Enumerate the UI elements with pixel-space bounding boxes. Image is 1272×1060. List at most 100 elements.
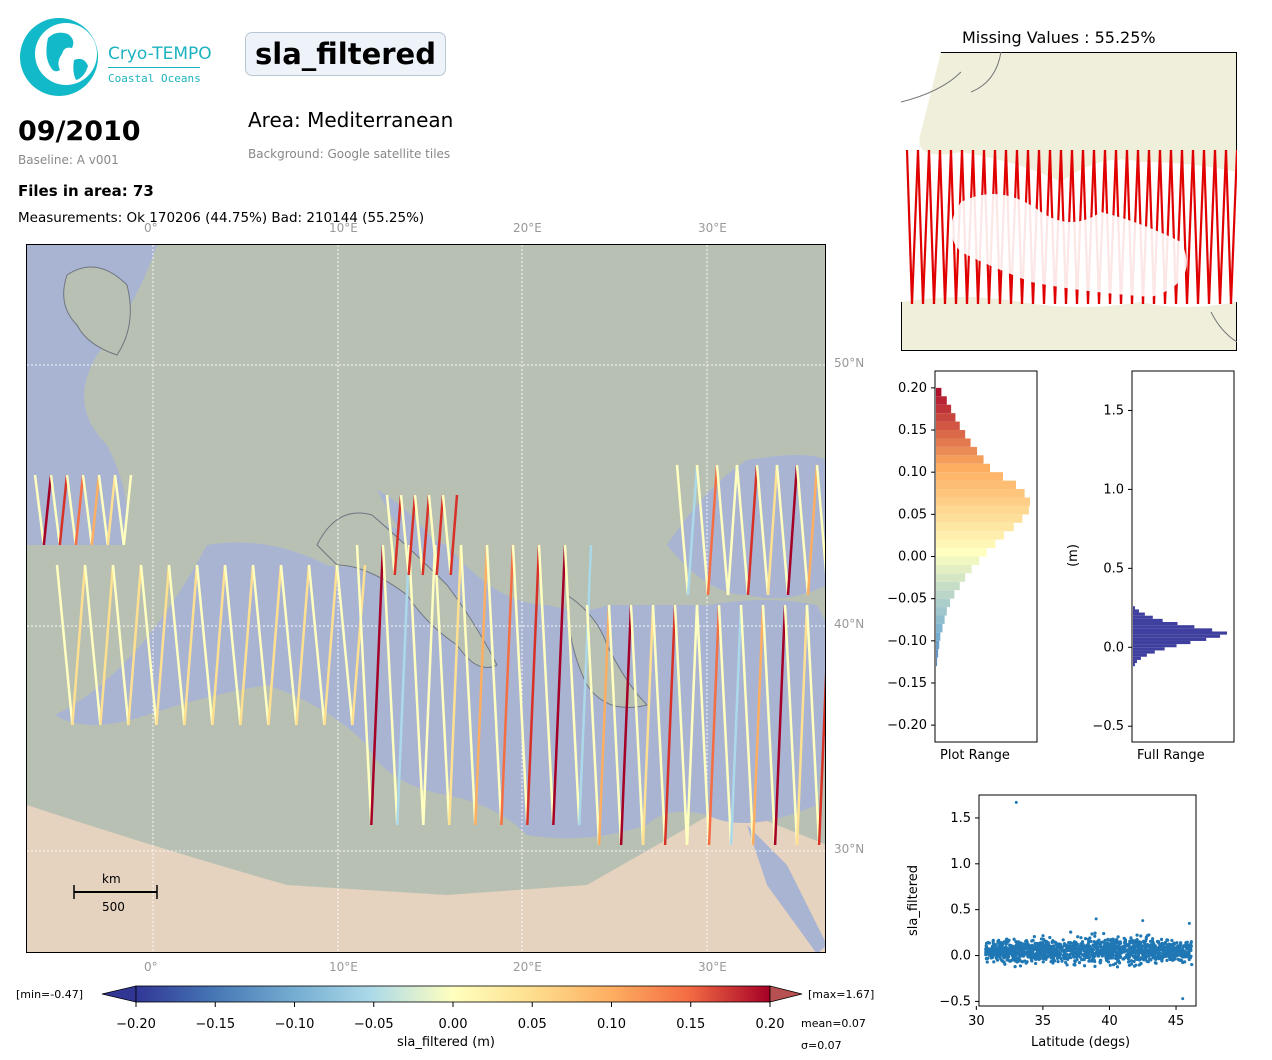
scatter-point	[1175, 951, 1179, 956]
sat-track	[715, 464, 730, 596]
hist-ytick-label: 0.0	[1103, 640, 1124, 655]
scatter-point	[1014, 943, 1018, 947]
scatter-point	[1025, 943, 1030, 947]
scatter-point	[1111, 956, 1115, 960]
map-sea-atlantic	[27, 245, 157, 545]
scatter-point	[997, 938, 1001, 943]
scatter-point	[989, 951, 994, 955]
scatter-point	[1087, 939, 1091, 943]
map-sea-mediterranean	[55, 525, 825, 839]
hist-ytick-label: 0.00	[898, 550, 927, 565]
scatter-point	[1030, 939, 1034, 943]
scatter-point	[1175, 946, 1179, 950]
sat-track	[607, 604, 623, 846]
sat-track	[195, 564, 214, 726]
colorbar-mean: mean=0.07	[801, 1017, 866, 1030]
scatter-point	[1173, 957, 1177, 961]
hist-bar	[936, 623, 943, 633]
scatter-point	[1182, 953, 1186, 958]
hist-bar	[936, 556, 980, 565]
scatter-point	[1041, 960, 1045, 964]
scatter-point	[1005, 957, 1009, 962]
scatter-point	[1029, 958, 1033, 962]
scatter-point	[1126, 957, 1131, 961]
hist-bar	[936, 463, 991, 473]
hist-bar	[936, 421, 960, 431]
sat-track	[795, 604, 809, 846]
scatter-point	[1172, 941, 1176, 946]
colorbar-max-label: [max=1.67]	[808, 988, 875, 1001]
scatter-point	[1009, 959, 1013, 963]
lon-label-top: 20°E	[513, 221, 542, 235]
sat-track	[351, 564, 367, 726]
scatter-point	[1004, 939, 1008, 943]
scatter-point	[990, 944, 995, 949]
sat-track	[435, 494, 445, 576]
scatter-point	[1120, 945, 1124, 949]
scatter-point	[1127, 944, 1131, 949]
scatter-point	[1106, 960, 1111, 964]
scatter-point	[1072, 955, 1076, 959]
sat-track	[805, 604, 821, 846]
scatter-point	[1182, 944, 1186, 948]
sat-track	[407, 494, 417, 576]
sat-track	[686, 464, 699, 596]
sat-track	[817, 671, 825, 846]
hist-bar	[936, 404, 952, 414]
sat-track	[673, 604, 689, 846]
scatter-point	[1056, 959, 1060, 964]
sat-track	[448, 544, 463, 826]
sat-track	[729, 604, 743, 846]
scatter-point	[1116, 935, 1120, 939]
scatter-point	[1151, 945, 1155, 949]
sat-track	[74, 474, 85, 546]
sat-track	[641, 604, 655, 846]
scatter-point	[1166, 946, 1170, 950]
sat-track	[399, 494, 410, 576]
scatter-point	[1048, 935, 1052, 940]
hist-bar	[1133, 609, 1139, 613]
scatter-point	[1175, 941, 1179, 945]
scatter-point	[1145, 949, 1149, 954]
scatter-point	[1114, 954, 1118, 958]
scatter-point	[1060, 959, 1064, 963]
sat-track	[563, 544, 581, 826]
hist-bar	[936, 497, 1030, 506]
scatter-point	[1030, 943, 1034, 947]
hist-bar	[1133, 618, 1163, 623]
hist-ytick-label: −0.05	[887, 592, 927, 607]
scatter-point	[1069, 956, 1073, 960]
sat-track	[500, 544, 515, 826]
sat-track	[619, 604, 633, 846]
hist-bar	[936, 472, 1003, 481]
hist-bar	[1133, 631, 1227, 635]
lon-label-bottom: 0°	[144, 960, 158, 974]
scatter-point	[987, 947, 991, 951]
hist-bar	[936, 581, 960, 591]
scatter-point	[1010, 946, 1015, 950]
scatter-point	[1165, 938, 1169, 942]
scatter-point	[1132, 964, 1137, 968]
scatter-point	[1103, 938, 1107, 942]
hist-bar	[936, 615, 945, 624]
colorbar-tick-label: −0.05	[354, 1017, 394, 1032]
scatter-point	[992, 960, 996, 964]
missing-track	[943, 149, 953, 305]
missing-track	[1218, 149, 1228, 305]
sat-track	[526, 544, 541, 826]
sat-track	[211, 564, 227, 726]
sat-track	[122, 474, 133, 546]
sat-track	[485, 544, 503, 826]
map-desert	[27, 805, 825, 952]
scatter-point	[1070, 951, 1074, 955]
scatter-point	[1100, 946, 1104, 950]
scatter-point	[1077, 951, 1081, 955]
colorbar-label: sla_filtered (m)	[397, 1035, 495, 1050]
scatter-point	[1003, 947, 1008, 951]
hist-ytick-label: −0.20	[887, 718, 927, 733]
lon-label-bottom: 10°E	[329, 960, 358, 974]
scatter-point	[1106, 944, 1110, 948]
scatter-point	[999, 958, 1003, 962]
scatter-point	[1109, 937, 1113, 942]
hist-bar	[1133, 612, 1145, 616]
